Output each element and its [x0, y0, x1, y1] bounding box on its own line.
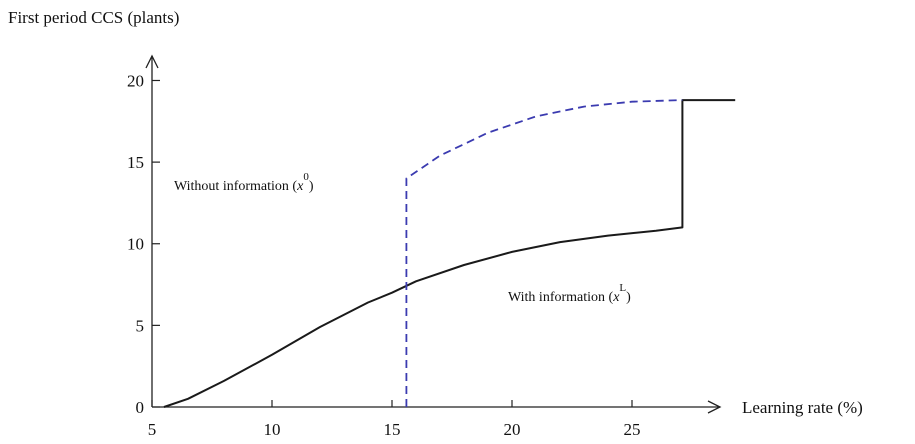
y-tick-label: 15 [127, 153, 144, 172]
x-axis-title: Learning rate (%) [742, 398, 863, 417]
annotation-with-label: With information [508, 290, 605, 305]
y-tick-label: 5 [136, 316, 145, 335]
series-layer [163, 99, 736, 408]
axes [145, 54, 722, 414]
series-line-without-information [405, 99, 683, 407]
x-tick-label: 5 [148, 420, 157, 439]
x-tick-label: 10 [264, 420, 281, 439]
y-axis-title: First period CCS (plants) [8, 8, 179, 27]
annotation-without-symbol: x [296, 179, 304, 194]
x-tick-label: 20 [504, 420, 521, 439]
y-tick-label: 10 [127, 235, 144, 254]
y-tick-label: 20 [127, 71, 144, 90]
annotation-without-label: Without information [174, 179, 289, 194]
y-axis-arrowhead [145, 54, 159, 69]
annotation-with-superscript: L [619, 282, 626, 294]
x-tick-label: 15 [384, 420, 401, 439]
series-line-with-information [163, 99, 736, 408]
annotation-with-symbol: x [612, 290, 620, 305]
x-tick-label: 25 [624, 420, 641, 439]
x-axis-arrowhead [707, 400, 722, 414]
annotation-without-superscript: 0 [303, 171, 309, 183]
annotation-without-information: Without information (x0) [174, 171, 314, 194]
annotation-with-information: With information (xL) [508, 282, 631, 305]
y-tick-label: 0 [136, 398, 145, 417]
